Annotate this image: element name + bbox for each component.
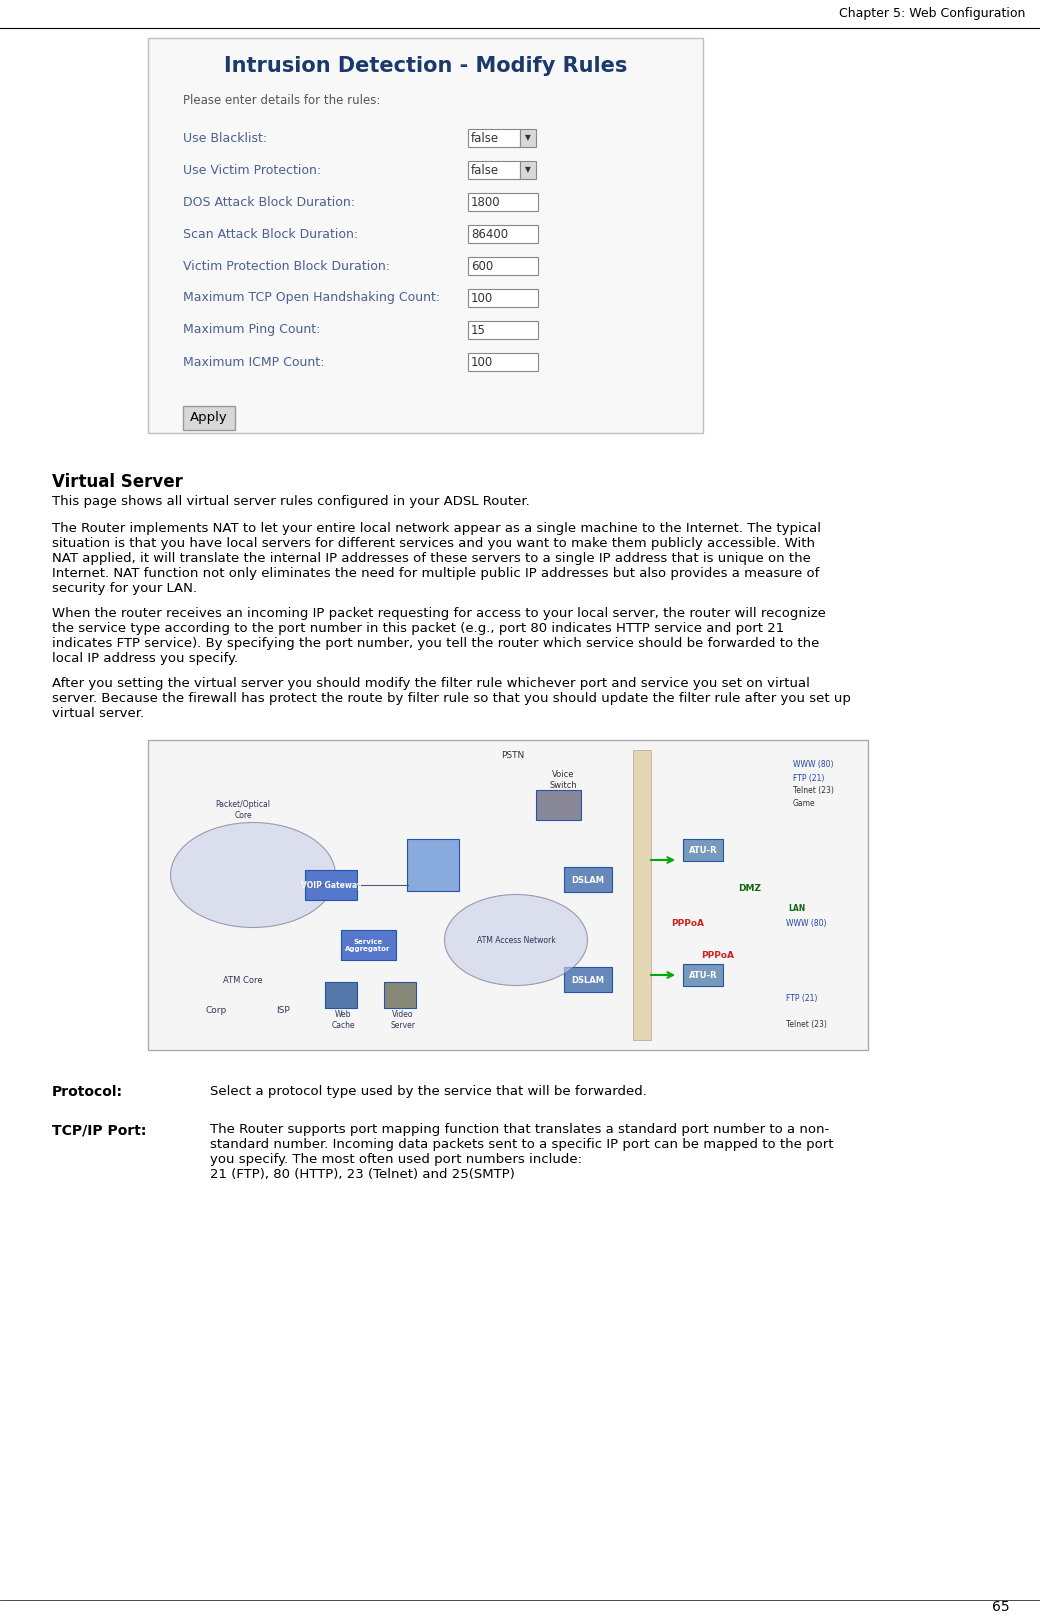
Text: Internet. NAT function not only eliminates the need for multiple public IP addre: Internet. NAT function not only eliminat… xyxy=(52,568,820,581)
Bar xyxy=(683,839,723,860)
Text: Service
Aggregator: Service Aggregator xyxy=(345,938,391,951)
Text: 86400: 86400 xyxy=(471,228,509,241)
Ellipse shape xyxy=(171,823,336,928)
Ellipse shape xyxy=(444,894,588,985)
Text: Intrusion Detection - Modify Rules: Intrusion Detection - Modify Rules xyxy=(224,57,627,76)
Text: DMZ: DMZ xyxy=(738,883,761,893)
Text: This page shows all virtual server rules configured in your ADSL Router.: This page shows all virtual server rules… xyxy=(52,495,529,508)
Bar xyxy=(324,982,357,1007)
Text: standard number. Incoming data packets sent to a specific IP port can be mapped : standard number. Incoming data packets s… xyxy=(210,1138,833,1151)
Text: VOIP Gateway: VOIP Gateway xyxy=(301,881,362,889)
Text: WWW (80): WWW (80) xyxy=(786,918,827,928)
Text: Select a protocol type used by the service that will be forwarded.: Select a protocol type used by the servi… xyxy=(210,1085,647,1098)
Text: false: false xyxy=(471,131,499,144)
Text: Victim Protection Block Duration:: Victim Protection Block Duration: xyxy=(183,259,390,273)
Bar xyxy=(468,225,538,243)
Text: indicates FTP service). By specifying the port number, you tell the router which: indicates FTP service). By specifying th… xyxy=(52,637,820,650)
Bar xyxy=(536,791,580,820)
Text: PPPoA: PPPoA xyxy=(702,951,734,959)
Text: 1800: 1800 xyxy=(471,196,500,209)
Text: The Router implements NAT to let your entire local network appear as a single ma: The Router implements NAT to let your en… xyxy=(52,522,821,535)
Text: Corp: Corp xyxy=(205,1006,227,1014)
Text: TCP/IP Port:: TCP/IP Port: xyxy=(52,1122,147,1137)
Bar xyxy=(148,39,703,433)
Bar xyxy=(183,406,235,430)
Text: Use Victim Protection:: Use Victim Protection: xyxy=(183,163,321,176)
Bar xyxy=(683,964,723,986)
Text: virtual server.: virtual server. xyxy=(52,707,145,720)
Bar xyxy=(384,982,416,1007)
Text: Maximum ICMP Count:: Maximum ICMP Count: xyxy=(183,356,324,369)
Text: DSLAM: DSLAM xyxy=(572,875,604,884)
Text: FTP (21): FTP (21) xyxy=(794,773,825,783)
Text: ATM Access Network: ATM Access Network xyxy=(476,936,555,944)
Text: When the router receives an incoming IP packet requesting for access to your loc: When the router receives an incoming IP … xyxy=(52,606,826,619)
Text: DOS Attack Block Duration:: DOS Attack Block Duration: xyxy=(183,196,355,209)
Text: PSTN: PSTN xyxy=(501,750,524,760)
Text: ▼: ▼ xyxy=(525,165,531,175)
Text: Telnet (23): Telnet (23) xyxy=(786,1020,827,1030)
Text: situation is that you have local servers for different services and you want to : situation is that you have local servers… xyxy=(52,537,815,550)
Text: ATM Core: ATM Core xyxy=(224,975,263,985)
Bar xyxy=(468,257,538,275)
Text: FTP (21): FTP (21) xyxy=(786,993,817,1003)
Text: 100: 100 xyxy=(471,356,493,369)
Text: you specify. The most often used port numbers include:: you specify. The most often used port nu… xyxy=(210,1153,582,1166)
Text: DSLAM: DSLAM xyxy=(572,975,604,985)
Text: Video
Server: Video Server xyxy=(390,1011,416,1030)
Text: Packet/Optical
Core: Packet/Optical Core xyxy=(215,800,270,820)
Text: Apply: Apply xyxy=(190,411,228,425)
Bar xyxy=(520,129,536,147)
Text: 21 (FTP), 80 (HTTP), 23 (Telnet) and 25(SMTP): 21 (FTP), 80 (HTTP), 23 (Telnet) and 25(… xyxy=(210,1167,515,1180)
Text: 600: 600 xyxy=(471,259,493,273)
Text: Maximum Ping Count:: Maximum Ping Count: xyxy=(183,323,320,336)
Bar xyxy=(468,162,520,179)
Text: 65: 65 xyxy=(992,1599,1010,1614)
Bar xyxy=(633,750,651,1040)
Text: LAN: LAN xyxy=(788,904,805,912)
Bar xyxy=(564,867,612,893)
Bar xyxy=(468,353,538,370)
Text: Protocol:: Protocol: xyxy=(52,1085,123,1100)
Text: Telnet (23): Telnet (23) xyxy=(794,786,834,796)
Text: The Router supports port mapping function that translates a standard port number: The Router supports port mapping functio… xyxy=(210,1122,829,1137)
Text: ISP: ISP xyxy=(277,1006,290,1014)
Bar xyxy=(520,162,536,179)
Text: false: false xyxy=(471,163,499,176)
Bar xyxy=(468,192,538,210)
Text: WWW (80): WWW (80) xyxy=(794,760,833,770)
Bar xyxy=(407,839,459,891)
Bar xyxy=(468,322,538,340)
Text: the service type according to the port number in this packet (e.g., port 80 indi: the service type according to the port n… xyxy=(52,623,784,635)
Text: security for your LAN.: security for your LAN. xyxy=(52,582,197,595)
Bar xyxy=(305,870,357,901)
Bar xyxy=(468,129,520,147)
Text: Scan Attack Block Duration:: Scan Attack Block Duration: xyxy=(183,228,358,241)
Text: Game: Game xyxy=(794,799,815,808)
Text: PPPoA: PPPoA xyxy=(672,918,704,928)
Text: Web
Cache: Web Cache xyxy=(331,1011,355,1030)
Text: After you setting the virtual server you should modify the filter rule whichever: After you setting the virtual server you… xyxy=(52,678,810,690)
Bar xyxy=(564,967,612,993)
Text: Use Blacklist:: Use Blacklist: xyxy=(183,131,267,144)
Text: ATU-R: ATU-R xyxy=(688,846,718,854)
Bar xyxy=(468,289,538,307)
Text: Please enter details for the rules:: Please enter details for the rules: xyxy=(183,94,381,107)
Text: Voice
Switch: Voice Switch xyxy=(549,770,577,789)
Text: server. Because the firewall has protect the route by filter rule so that you sh: server. Because the firewall has protect… xyxy=(52,692,851,705)
Bar xyxy=(148,741,868,1049)
Text: ▼: ▼ xyxy=(525,134,531,142)
Text: ATU-R: ATU-R xyxy=(688,970,718,980)
Text: NAT applied, it will translate the internal IP addresses of these servers to a s: NAT applied, it will translate the inter… xyxy=(52,551,811,564)
Bar xyxy=(340,930,395,960)
Text: Chapter 5: Web Configuration: Chapter 5: Web Configuration xyxy=(838,8,1025,21)
Text: 100: 100 xyxy=(471,291,493,304)
Text: local IP address you specify.: local IP address you specify. xyxy=(52,652,238,665)
Text: 15: 15 xyxy=(471,323,486,336)
Text: Maximum TCP Open Handshaking Count:: Maximum TCP Open Handshaking Count: xyxy=(183,291,440,304)
Text: Virtual Server: Virtual Server xyxy=(52,474,183,492)
